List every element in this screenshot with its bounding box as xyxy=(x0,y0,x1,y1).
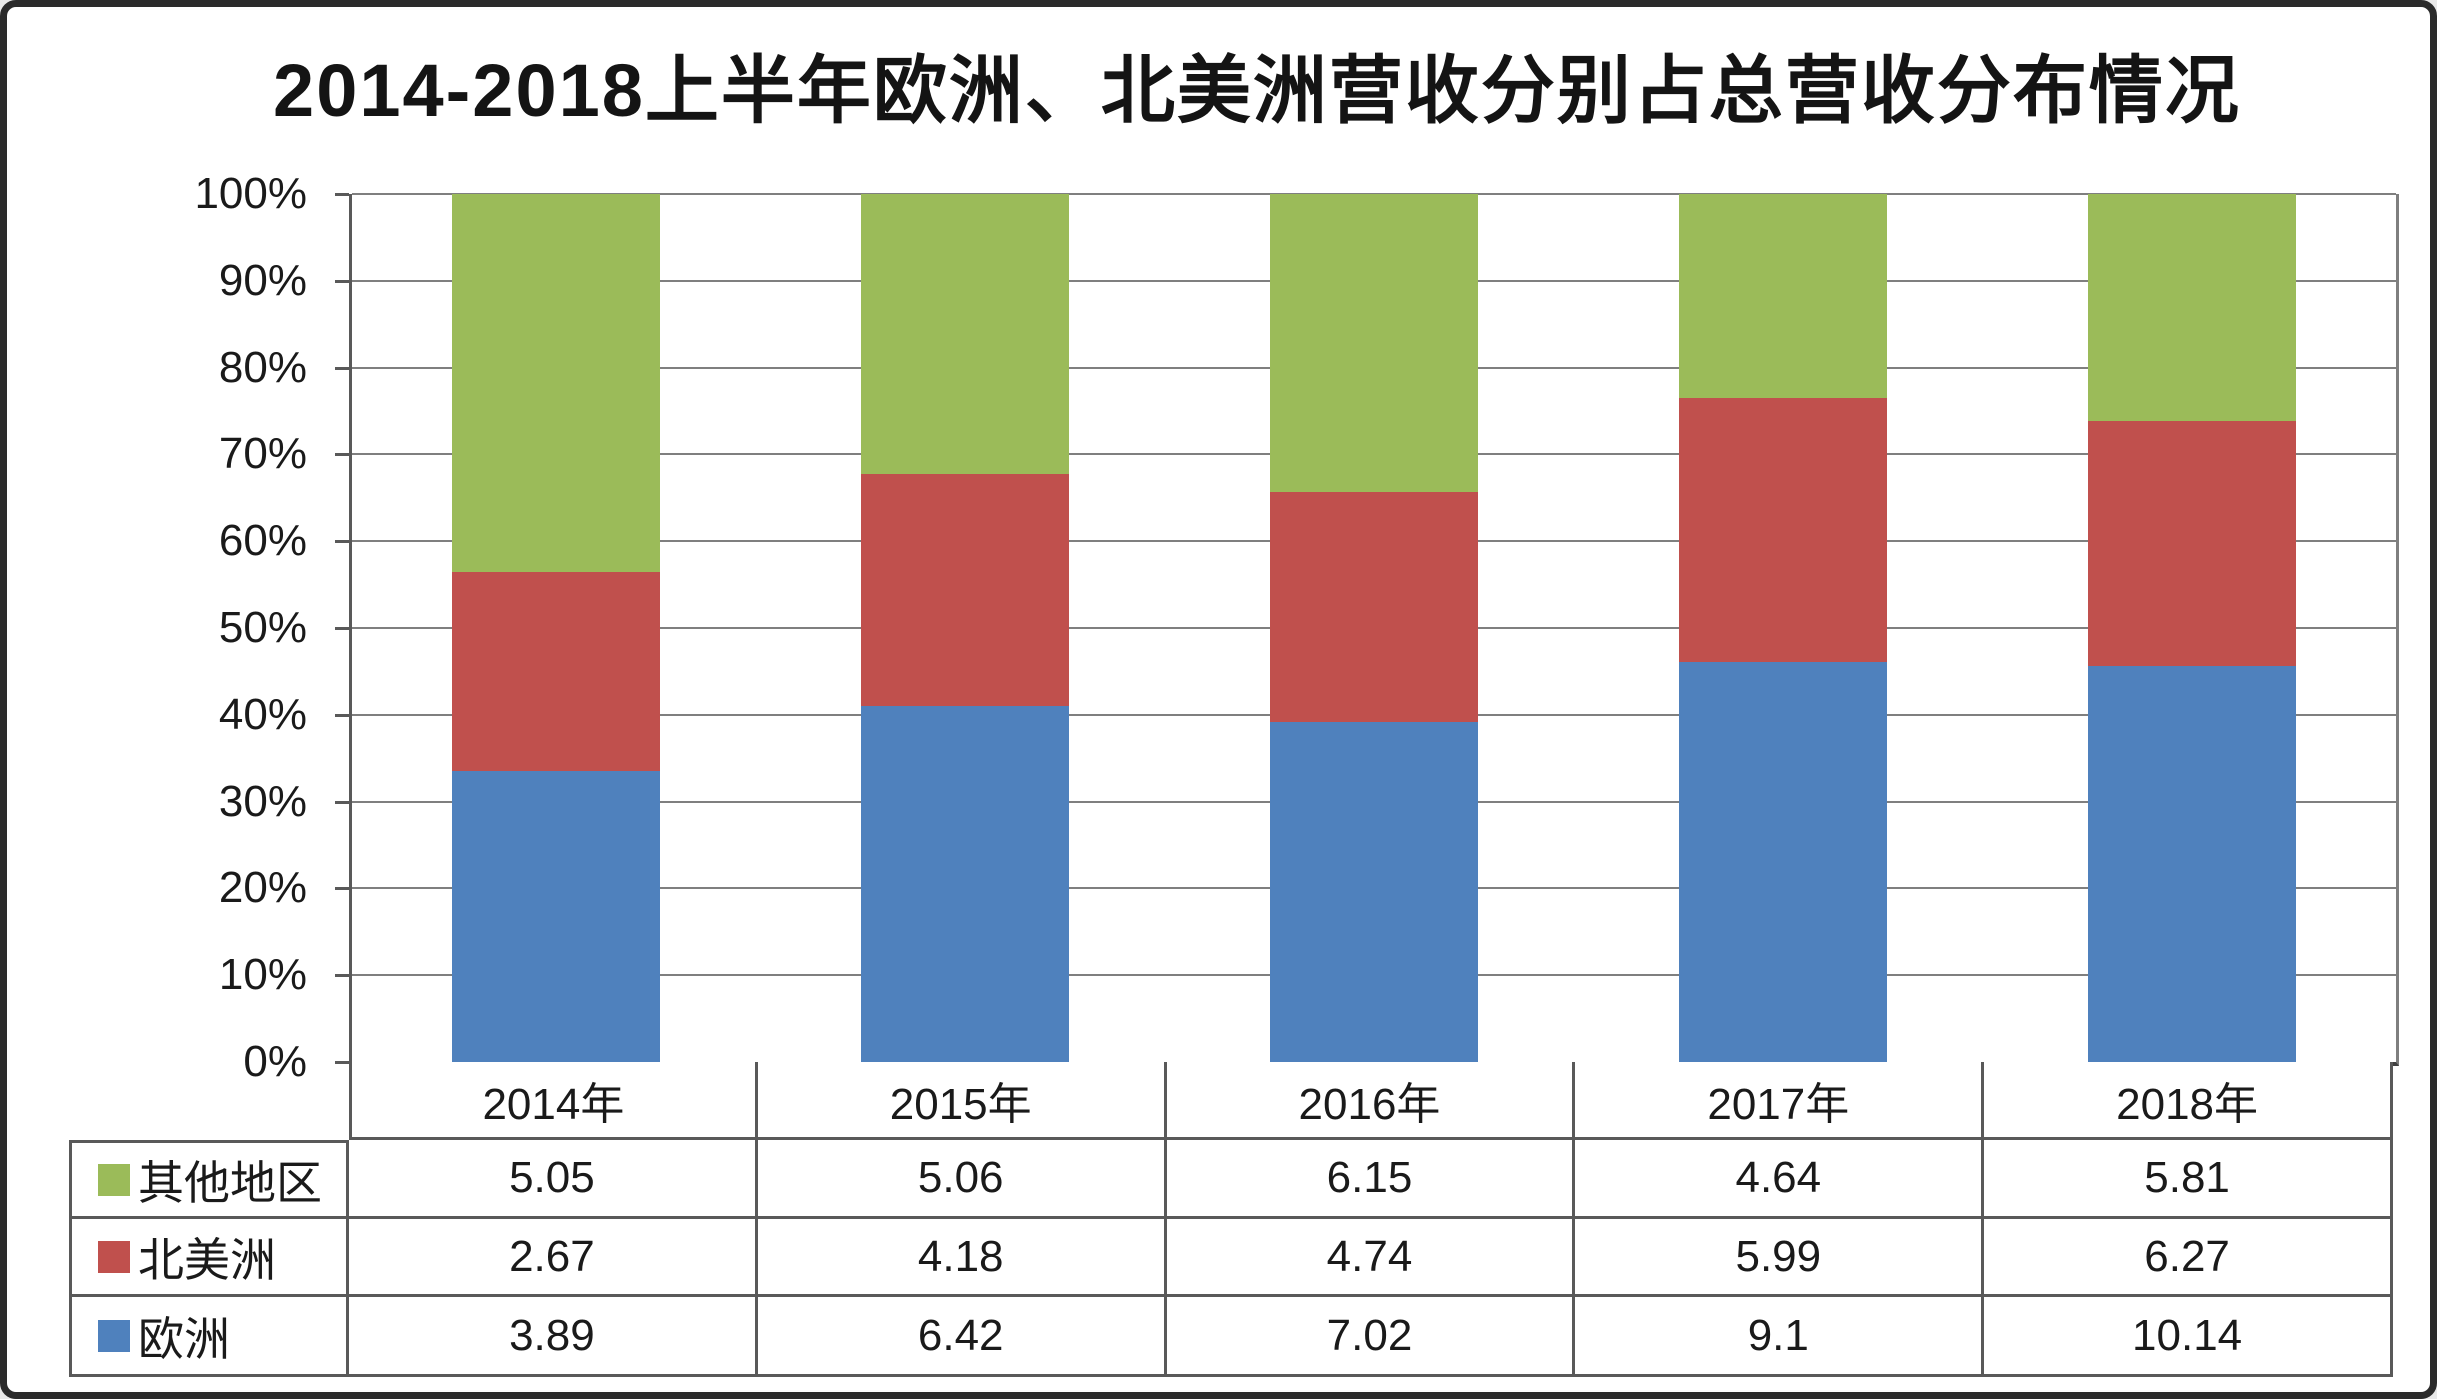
bar-stack xyxy=(861,194,1070,1062)
axis-tick-mark xyxy=(335,453,349,457)
bar-column-2016年 xyxy=(1170,194,1579,1062)
bar-segment-north-america xyxy=(861,474,1070,707)
bar-column-2015年 xyxy=(761,194,1170,1062)
legend-cell-other-regions: 其他地区 xyxy=(69,1140,349,1219)
bar-segment-north-america xyxy=(1269,492,1478,722)
legend-label: 北美洲 xyxy=(138,1233,276,1286)
legend-label: 其他地区 xyxy=(138,1156,322,1209)
y-tick-label: 70% xyxy=(218,429,307,479)
bar-column-2018年 xyxy=(1987,194,2396,1062)
table-year-header: 2016年 xyxy=(1166,1062,1576,1140)
y-tick-label: 50% xyxy=(218,603,307,652)
table-year-header: 2015年 xyxy=(757,1062,1167,1140)
bar-stack xyxy=(2087,194,2296,1062)
table-value-cell: 5.99 xyxy=(1575,1219,1985,1297)
y-tick-label: 0% xyxy=(243,1037,307,1086)
table-value-cell: 4.64 xyxy=(1575,1140,1985,1219)
table-value-cell: 6.27 xyxy=(1984,1219,2393,1297)
bar-segment-europe xyxy=(452,771,661,1062)
axis-tick-mark xyxy=(335,1061,349,1064)
y-tick-label: 40% xyxy=(218,689,307,739)
y-tick-label: 10% xyxy=(218,950,307,1000)
table-year-header: 2014年 xyxy=(349,1062,758,1140)
bar-segment-north-america xyxy=(452,571,661,772)
bar-stack xyxy=(1678,194,1887,1062)
legend-cell-europe: 欧洲 xyxy=(69,1297,349,1377)
table-value-cell: 5.06 xyxy=(757,1140,1167,1219)
table-value-cell: 6.42 xyxy=(757,1297,1167,1377)
bar-segment-europe xyxy=(861,706,1070,1062)
table-value-cell: 4.74 xyxy=(1166,1219,1576,1297)
plot-area xyxy=(335,193,2399,1066)
y-tick-label: 80% xyxy=(218,342,307,392)
legend-color-swatch-europe xyxy=(98,1319,130,1352)
y-tick-label: 20% xyxy=(218,863,307,913)
chart-title: 2014-2018上半年欧洲、北美洲营收分别占总营收分布情况 xyxy=(273,49,2241,132)
axis-tick-mark xyxy=(335,974,349,978)
bar-series-container xyxy=(352,194,2396,1062)
legend-color-swatch-north-america xyxy=(98,1240,130,1273)
table-value-cell: 4.18 xyxy=(757,1219,1167,1297)
table-value-cell: 5.05 xyxy=(349,1140,758,1219)
bar-segment-europe xyxy=(1678,661,1887,1062)
table-corner-cell xyxy=(69,1062,349,1140)
table-value-cell: 2.67 xyxy=(349,1219,758,1297)
y-tick-label: 30% xyxy=(218,776,307,826)
y-tick-label: 90% xyxy=(218,255,307,305)
table-value-cell: 7.02 xyxy=(1166,1297,1576,1377)
y-tick-label: 60% xyxy=(218,516,307,566)
table-year-header: 2018年 xyxy=(1984,1062,2393,1140)
bar-stack xyxy=(452,194,661,1062)
bar-segment-north-america xyxy=(2087,420,2296,666)
table-value-cell: 9.1 xyxy=(1575,1297,1985,1377)
bar-segment-europe xyxy=(1269,721,1478,1062)
axis-tick-mark xyxy=(335,193,349,196)
axis-tick-mark xyxy=(335,366,349,370)
y-tick-label: 100% xyxy=(194,169,307,218)
table-value-cell: 6.15 xyxy=(1166,1140,1576,1219)
bar-segment-other-regions xyxy=(2087,194,2296,421)
legend-color-swatch-other-regions xyxy=(98,1163,130,1196)
table-year-header: 2017年 xyxy=(1575,1062,1985,1140)
data-table: 2014年 2015年 2016年 2017年 2018年其他地区 5.05 5.06 6.1… xyxy=(69,1062,2393,1377)
bar-segment-other-regions xyxy=(452,194,661,572)
axis-tick-mark xyxy=(335,540,349,544)
gridline xyxy=(352,193,2396,195)
bar-segment-other-regions xyxy=(861,194,1070,475)
legend-cell-north-america: 北美洲 xyxy=(69,1219,349,1297)
table-value-cell: 5.81 xyxy=(1984,1140,2393,1219)
bar-column-2017年 xyxy=(1578,194,1987,1062)
axis-tick-mark xyxy=(335,713,349,717)
bar-column-2014年 xyxy=(352,194,761,1062)
axis-tick-mark xyxy=(335,627,349,630)
bar-segment-north-america xyxy=(1678,398,1887,662)
bar-stack xyxy=(1269,194,1478,1062)
bar-segment-europe xyxy=(2087,665,2296,1062)
axis-tick-mark xyxy=(335,800,349,804)
axis-tick-mark xyxy=(335,279,349,283)
axis-tick-mark xyxy=(335,887,349,891)
table-value-cell: 10.14 xyxy=(1984,1297,2393,1377)
bar-segment-other-regions xyxy=(1678,194,1887,399)
table-value-cell: 3.89 xyxy=(349,1297,758,1377)
legend-label: 欧洲 xyxy=(138,1312,230,1365)
bar-segment-other-regions xyxy=(1269,194,1478,493)
